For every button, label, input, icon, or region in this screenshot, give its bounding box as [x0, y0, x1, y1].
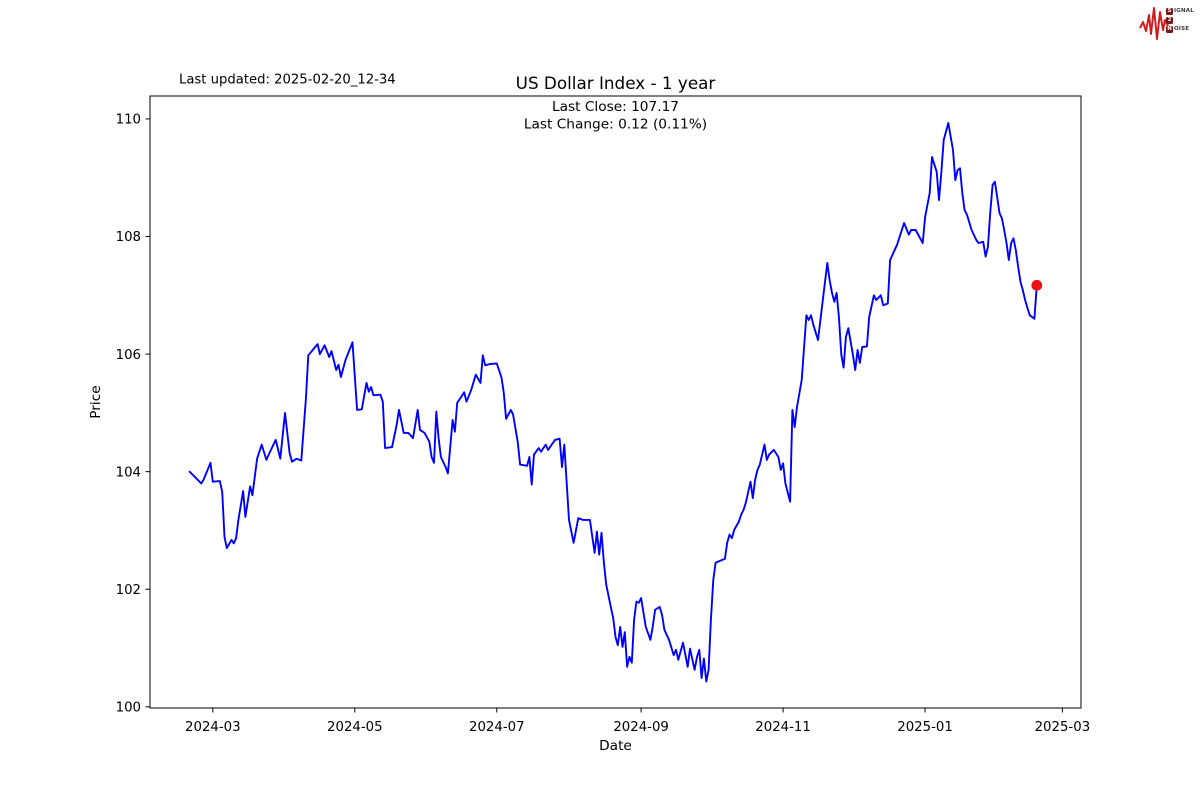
x-tick-label: 2024-11	[755, 720, 811, 735]
logo-row-signal: S IGNAL	[1166, 8, 1194, 15]
chart-title: US Dollar Index - 1 year	[516, 73, 716, 93]
x-tick-label: 2024-07	[469, 720, 525, 735]
last-change-annotation: Last Change: 0.12 (0.11%)	[524, 117, 707, 133]
price-line	[188, 122, 1038, 683]
last-close-annotation: Last Close: 107.17	[552, 99, 679, 115]
logo-word-signal: IGNAL	[1174, 8, 1194, 14]
logo-text: S IGNAL 2 N OISE	[1166, 8, 1194, 33]
y-tick-label: 110	[116, 113, 141, 128]
x-axis-ticks: 2024-03 2024-05 2024-07 2024-09 2024-11 2025-…	[185, 708, 1090, 735]
y-tick-label: 100	[116, 701, 141, 716]
y-axis-label: Price	[88, 385, 104, 418]
x-tick-label: 2025-03	[1035, 720, 1091, 735]
y-tick-label: 106	[116, 348, 141, 363]
x-tick-label: 2025-01	[897, 720, 953, 735]
y-tick-label: 102	[116, 583, 141, 598]
y-tick-label: 108	[116, 230, 141, 245]
x-axis-label: Date	[599, 738, 632, 754]
logo-badge-n: N	[1166, 26, 1173, 33]
y-tick-label: 104	[116, 465, 141, 480]
x-tick-label: 2024-05	[327, 720, 383, 735]
logo-row-noise: N OISE	[1166, 26, 1194, 33]
logo-word-noise: OISE	[1174, 26, 1190, 32]
x-tick-label: 2024-03	[185, 720, 241, 735]
x-tick-label: 2024-09	[613, 720, 669, 735]
logo-badge-2: 2	[1166, 17, 1173, 24]
last-updated-text: Last updated: 2025-02-20_12-34	[179, 73, 396, 88]
y-axis-ticks: 100 102 104 106 108 110	[116, 113, 150, 716]
logo-badge-s: S	[1166, 8, 1173, 15]
logo-row-2: 2	[1166, 17, 1194, 24]
waveform-icon	[1139, 7, 1169, 40]
last-close-marker	[1031, 279, 1043, 291]
plot-area-border	[149, 95, 1082, 709]
signal2noise-logo: S IGNAL 2 N OISE	[1139, 3, 1195, 45]
